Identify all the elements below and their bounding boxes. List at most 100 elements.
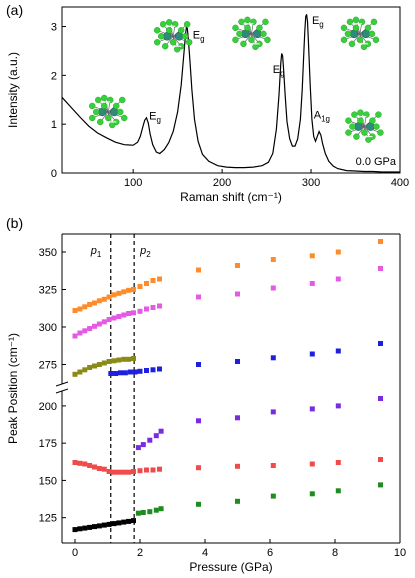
- mode-label-2-sub: g: [280, 69, 284, 78]
- cl-atom: [93, 108, 100, 116]
- axis-break-mark: [55, 381, 69, 387]
- panel-b-x-tick-label: 6: [267, 547, 273, 559]
- data-point-s7: [158, 506, 164, 512]
- data-point-s7: [235, 498, 240, 504]
- cl-atom: [244, 24, 251, 32]
- data-point-s4: [335, 403, 341, 409]
- cl-atom: [121, 114, 128, 122]
- data-point-s1: [144, 306, 149, 312]
- data-point-s1: [235, 291, 240, 297]
- spectrum-line: [61, 14, 400, 173]
- data-point-s3: [113, 371, 119, 376]
- cl-atom: [340, 36, 348, 44]
- pressure-condition-label: 0.0 GPa: [356, 156, 397, 168]
- data-point-s1: [106, 317, 112, 322]
- data-point-s1: [72, 333, 78, 339]
- data-point-s0: [270, 257, 276, 262]
- data-point-s1: [121, 312, 127, 318]
- data-point-s4: [135, 445, 141, 451]
- data-point-s5: [309, 461, 315, 467]
- mode-label-3: Eg: [312, 15, 324, 29]
- data-point-s3: [118, 370, 123, 376]
- panel-b-x-tick-label: 0: [72, 547, 78, 559]
- data-point-s3: [132, 369, 138, 375]
- cl-atom: [346, 18, 354, 26]
- data-point-s4: [147, 437, 153, 443]
- data-point-s1: [92, 323, 97, 329]
- data-point-s5: [235, 463, 240, 469]
- data-point-s4: [153, 433, 159, 439]
- data-point-s3: [157, 366, 162, 372]
- Eg-mode-268-inset: [232, 16, 271, 51]
- data-point-s0: [309, 253, 315, 259]
- data-point-s4: [309, 406, 315, 412]
- data-point-s0: [101, 296, 107, 302]
- data-point-s7: [153, 507, 159, 513]
- data-point-s5: [335, 460, 341, 465]
- panel-b-y-tick-label: 175: [39, 438, 57, 450]
- mode-label-0-sub: g: [157, 115, 161, 124]
- data-point-s6: [131, 518, 136, 524]
- data-point-s5: [116, 469, 122, 475]
- data-point-s4: [196, 418, 201, 424]
- data-point-s3: [150, 367, 156, 373]
- data-point-s1: [378, 266, 383, 271]
- cl-atom: [117, 108, 124, 116]
- cl-atom: [238, 18, 245, 26]
- cl-atom: [344, 30, 352, 38]
- data-point-s0: [126, 287, 132, 293]
- data-point-s1: [309, 281, 315, 286]
- cl-atom: [157, 33, 165, 40]
- panel-b-x-axis-title: Pressure (GPa): [189, 560, 272, 574]
- data-point-s6: [72, 527, 78, 533]
- cl-atom: [370, 18, 378, 26]
- data-point-s2: [87, 365, 93, 370]
- panel-a-y-tick-label: 1: [51, 119, 57, 131]
- mode-label-2-main: E: [273, 64, 280, 76]
- data-point-s2: [96, 362, 102, 367]
- data-point-s6: [77, 526, 83, 532]
- data-point-s5: [82, 461, 88, 467]
- data-point-s5: [92, 464, 97, 470]
- data-point-s2: [106, 359, 112, 364]
- cl-atom: [348, 40, 356, 48]
- axis-break-gap: [56, 384, 68, 391]
- cl-atom: [119, 96, 126, 104]
- cl-atom: [345, 129, 352, 136]
- data-point-s6: [92, 524, 97, 530]
- data-point-s2: [131, 356, 136, 361]
- data-point-s2: [82, 367, 88, 373]
- data-point-s7: [147, 509, 153, 515]
- data-point-s1: [77, 330, 83, 336]
- data-point-s6: [101, 522, 107, 528]
- data-point-s1: [82, 328, 88, 334]
- cl-atom: [89, 102, 96, 110]
- ti-atom: [354, 122, 363, 131]
- cl-atom: [353, 133, 360, 140]
- data-point-s3: [137, 368, 143, 374]
- data-point-s6: [116, 520, 122, 526]
- mode-label-1-sub: g: [200, 35, 204, 44]
- panel-b-y-tick-label: 325: [39, 285, 57, 297]
- A1g-mode-310-inset: [345, 109, 384, 143]
- cl-atom: [232, 24, 239, 32]
- data-point-s4: [140, 442, 146, 448]
- cl-atom: [352, 16, 360, 24]
- data-point-s7: [335, 488, 341, 494]
- data-point-s0: [96, 298, 102, 304]
- data-point-s1: [111, 315, 117, 321]
- data-point-s0: [77, 306, 83, 312]
- cl-atom: [165, 27, 173, 34]
- data-point-s0: [378, 239, 383, 244]
- data-point-s4: [235, 415, 240, 421]
- panel-a-y-tick-label: 0: [51, 168, 57, 180]
- data-point-s5: [137, 468, 143, 474]
- data-point-s4: [158, 428, 164, 434]
- data-point-s2: [111, 358, 117, 364]
- transition-label-1-main: p: [90, 245, 97, 257]
- data-point-s1: [335, 276, 341, 282]
- cl-atom: [365, 136, 372, 143]
- cl-atom: [248, 36, 255, 44]
- mode-label-1-main: E: [193, 30, 200, 42]
- data-point-s1: [126, 311, 132, 316]
